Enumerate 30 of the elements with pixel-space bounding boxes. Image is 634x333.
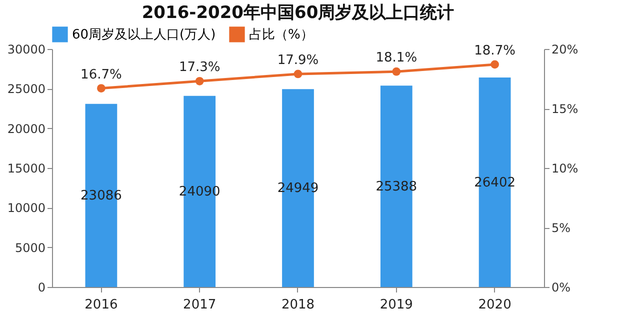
y-tick-label: 10000 — [7, 201, 46, 216]
point — [97, 84, 106, 92]
data-label: 17.3% — [178, 60, 220, 76]
y-tick-label: 25000 — [7, 82, 46, 96]
y2-tick-label: 0% — [552, 280, 571, 294]
data-label: 18.1% — [376, 50, 418, 66]
x-tick-label: 2017 — [183, 298, 216, 312]
chart-title: 2016-2020年中国60周岁及以上口统计 — [142, 3, 454, 23]
legend-label: 占比（%） — [249, 27, 314, 42]
x-tick-label: 2019 — [380, 298, 413, 312]
y2-tick-label: 5% — [552, 221, 571, 235]
y2-tick-label: 15% — [552, 102, 578, 116]
x-tick-label: 2016 — [84, 298, 118, 312]
y2-tick-label: 10% — [552, 162, 578, 176]
y-tick-label: 5000 — [14, 240, 46, 255]
y-tick-label: 0 — [38, 280, 46, 294]
data-label: 16.7% — [80, 67, 122, 82]
point — [195, 76, 204, 86]
y-tick-label: 30000 — [7, 42, 46, 56]
data-label: 18.7% — [474, 43, 516, 58]
y2-tick-label: 20% — [552, 42, 578, 56]
x-tick-label: 2018 — [281, 298, 315, 312]
x-tick-label: 2020 — [478, 298, 512, 312]
point — [490, 60, 499, 69]
y-tick-label: 15000 — [7, 162, 46, 176]
data-label: 17.9% — [277, 52, 319, 68]
y-tick-label: 20000 — [7, 122, 46, 136]
point — [294, 70, 302, 78]
legend-label: 60周岁及以上人口(万人) — [72, 27, 216, 42]
point — [392, 67, 401, 76]
